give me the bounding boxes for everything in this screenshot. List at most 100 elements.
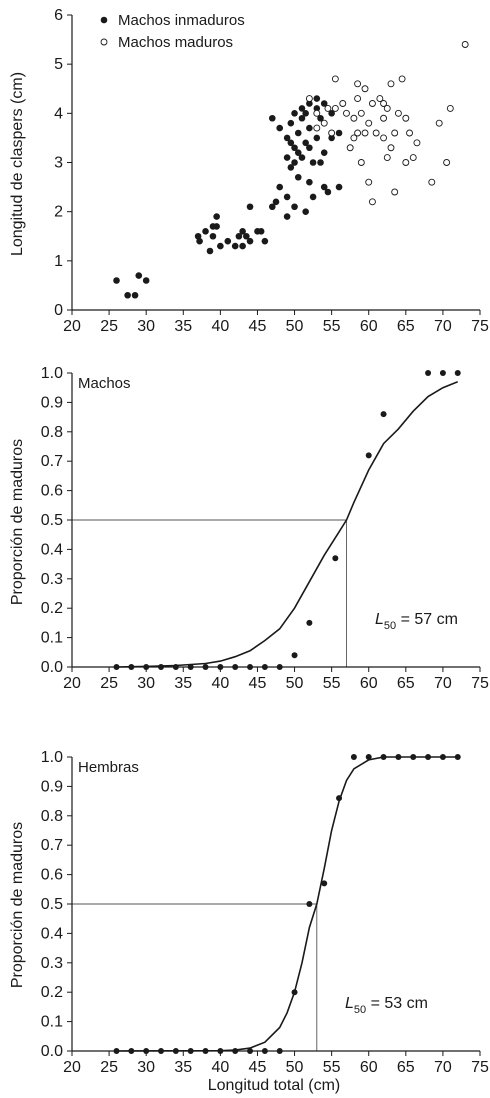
- panel3-l50-l: L: [345, 995, 354, 1012]
- y-tick-label: 0.8: [41, 808, 63, 825]
- scatter-point-inmaduro: [276, 124, 284, 132]
- observed-proportion-point: [380, 411, 387, 418]
- panel3-l50-annotation: L50 = 53 cm: [345, 995, 428, 1016]
- observed-proportion-point: [306, 619, 313, 626]
- scatter-point-inmaduro: [276, 183, 284, 191]
- scatter-point-maduro: [402, 159, 410, 166]
- scatter-point-maduro: [328, 129, 336, 137]
- x-tick-label: 60: [360, 318, 378, 335]
- x-tick-label: 75: [471, 675, 489, 692]
- panel2-y-axis-label: Proporción de maduros: [9, 439, 26, 605]
- scatter-point-maduro: [368, 100, 376, 107]
- panel2-marks: [72, 370, 461, 670]
- y-tick-label: 0.1: [41, 630, 63, 647]
- scatter-point-inmaduro: [317, 159, 324, 166]
- scatter-point-maduro: [354, 129, 362, 137]
- scatter-point-maduro: [324, 104, 332, 112]
- scatter-point-inmaduro: [309, 193, 317, 201]
- x-tick-label: 25: [100, 675, 118, 692]
- scatter-point-inmaduro: [283, 193, 291, 201]
- y-tick-label: 0.7: [41, 837, 63, 854]
- scatter-point-inmaduro: [306, 178, 313, 186]
- observed-proportion-point: [321, 880, 328, 887]
- observed-proportion-point: [454, 370, 461, 376]
- scatter-point-inmaduro: [239, 228, 246, 235]
- y-tick-label: 0.4: [41, 925, 63, 942]
- scatter-point-inmaduro: [313, 105, 321, 112]
- scatter-point-inmaduro: [294, 149, 302, 156]
- scatter-point-inmaduro: [287, 119, 295, 127]
- scatter-point-maduro: [435, 119, 443, 127]
- scatter-point-inmaduro: [298, 105, 306, 112]
- scatter-point-maduro: [406, 129, 413, 137]
- scatter-point-maduro: [357, 159, 365, 166]
- y-tick-label: 0.2: [41, 984, 63, 1001]
- scatter-point-maduro: [380, 134, 388, 142]
- scatter-point-maduro: [383, 104, 391, 112]
- x-tick-label: 75: [471, 1059, 489, 1076]
- scatter-point-inmaduro: [313, 134, 321, 142]
- x-tick-label: 55: [323, 318, 341, 335]
- scatter-point-inmaduro: [313, 95, 321, 102]
- scatter-point-inmaduro: [231, 242, 239, 250]
- scatter-point-inmaduro: [217, 242, 224, 250]
- scatter-point-maduro: [380, 100, 388, 107]
- x-tick-label: 40: [211, 1059, 229, 1076]
- panel2-l50-sub: 50: [384, 620, 396, 632]
- scatter-point-inmaduro: [131, 291, 139, 299]
- scatter-point-maduro: [409, 154, 417, 162]
- observed-proportion-point: [425, 370, 432, 376]
- x-tick-label: 30: [137, 675, 155, 692]
- y-tick-label: 0.5: [41, 896, 63, 913]
- observed-proportion-point: [439, 754, 446, 760]
- scatter-point-inmaduro: [246, 237, 254, 245]
- y-tick-label: 0.8: [41, 424, 63, 441]
- panel2-axes: 20 25 30 35 40 45 50 55 60 65 70 75 0.0 0.1 0.2 0.3 0.4 0…: [41, 365, 489, 692]
- legend-marker-inmaduros: [100, 16, 108, 24]
- observed-proportion-point: [291, 652, 298, 659]
- scatter-point-inmaduro: [309, 159, 317, 166]
- scatter-point-maduro: [368, 198, 376, 206]
- y-tick-label: 4: [54, 105, 63, 122]
- y-tick-label: 0: [54, 302, 63, 319]
- scatter-point-maduro: [365, 119, 373, 127]
- observed-proportion-point: [350, 754, 357, 760]
- y-tick-label: 0.5: [41, 512, 63, 529]
- scatter-point-maduro: [350, 114, 358, 122]
- scatter-point-inmaduro: [335, 129, 343, 137]
- observed-proportion-point: [439, 370, 446, 376]
- x-tick-label: 20: [63, 318, 81, 335]
- scatter-point-maduro: [376, 95, 384, 103]
- y-tick-label: 0.3: [41, 955, 63, 972]
- panel1-legend: Machos inmaduros Machos maduros: [100, 12, 245, 51]
- scatter-point-maduro: [387, 80, 395, 88]
- fitted-logistic-curve: [116, 381, 458, 668]
- scatter-point-maduro: [313, 109, 321, 117]
- x-tick-label: 70: [434, 318, 452, 335]
- observed-proportion-point: [395, 754, 402, 760]
- panel1-marks: [113, 41, 469, 299]
- scatter-point-inmaduro: [294, 129, 302, 137]
- scatter-point-inmaduro: [320, 183, 328, 191]
- y-tick-label: 0.7: [41, 453, 63, 470]
- scatter-point-inmaduro: [306, 144, 313, 152]
- scatter-point-maduro: [305, 95, 313, 103]
- scatter-point-inmaduro: [306, 124, 313, 132]
- scatter-point-inmaduro: [291, 110, 298, 117]
- scatter-point-inmaduro: [213, 213, 220, 220]
- scatter-point-inmaduro: [283, 134, 291, 142]
- scatter-point-inmaduro: [209, 232, 217, 240]
- scatter-point-inmaduro: [335, 183, 343, 191]
- y-tick-label: 1.0: [41, 749, 63, 766]
- x-tick-label: 65: [397, 1059, 415, 1076]
- x-tick-label: 20: [63, 1059, 81, 1076]
- x-axis-label: Longitud total (cm): [208, 1077, 341, 1094]
- x-tick-label: 50: [286, 675, 304, 692]
- scatter-point-maduro: [343, 109, 350, 117]
- scatter-point-maduro: [354, 95, 362, 103]
- scatter-point-inmaduro: [287, 164, 295, 171]
- scatter-point-maduro: [331, 104, 339, 112]
- scatter-point-maduro: [350, 134, 358, 142]
- y-tick-label: 0.6: [41, 483, 63, 500]
- scatter-point-inmaduro: [291, 159, 298, 166]
